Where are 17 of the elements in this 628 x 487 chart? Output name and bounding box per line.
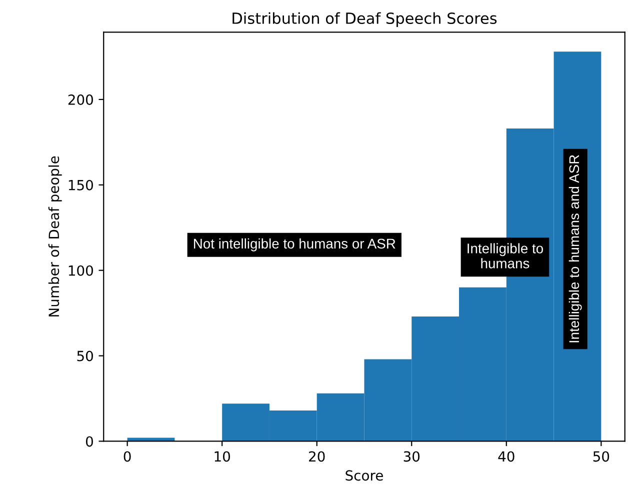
x-tick-label: 50 bbox=[593, 451, 610, 462]
y-tick-label: 0 bbox=[86, 436, 93, 447]
x-tick-label: 10 bbox=[214, 451, 230, 462]
y-tick-label: 200 bbox=[68, 94, 93, 105]
y-tick-label: 100 bbox=[68, 265, 93, 276]
y-tick-label: 150 bbox=[68, 180, 93, 190]
chart-title: Distribution of Deaf Speech Scores bbox=[232, 12, 497, 27]
x-tick-label: 30 bbox=[404, 451, 420, 462]
annotation: Intelligible to humans bbox=[468, 243, 543, 268]
y-tick-label: 50 bbox=[77, 350, 93, 362]
annotation: Not intelligible to humans or ASR bbox=[194, 238, 396, 252]
annotation: Intelligible to humans and ASR bbox=[568, 155, 582, 342]
x-tick-label: 40 bbox=[498, 451, 514, 462]
x-tick-label: 20 bbox=[309, 451, 325, 462]
x-axis-title: Score bbox=[346, 470, 383, 481]
x-tick-label: 0 bbox=[124, 451, 131, 462]
y-axis-title: Number of Deaf people bbox=[48, 156, 62, 316]
